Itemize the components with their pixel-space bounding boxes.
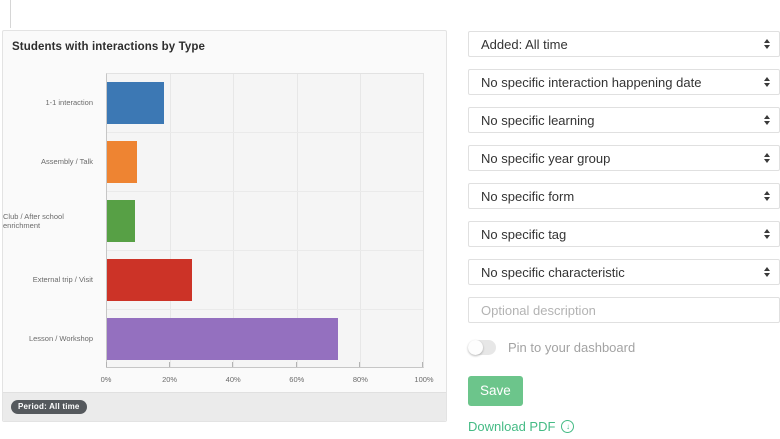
chart-x-axis-labels: 0% 20% 40% 60% 80% 100% xyxy=(101,375,434,387)
x-axis-label: 60% xyxy=(289,375,305,384)
x-axis-label: 80% xyxy=(352,375,368,384)
axis-tick xyxy=(169,362,171,367)
chart-bar-row xyxy=(107,192,423,251)
filter-select-value: No specific characteristic xyxy=(481,264,625,280)
x-axis-label: 20% xyxy=(162,375,178,384)
select-updown-icon xyxy=(764,39,770,49)
chart-bar xyxy=(107,82,164,124)
filter-select-value: No specific learning xyxy=(481,112,595,128)
gridline xyxy=(233,74,235,367)
chart-bar xyxy=(107,318,338,360)
description-input[interactable] xyxy=(468,297,780,323)
filter-select-value: No specific tag xyxy=(481,226,567,242)
select-updown-icon xyxy=(764,191,770,201)
chart-bar xyxy=(107,259,193,301)
filter-select-value: Added: All time xyxy=(481,36,568,52)
chart-title: Students with interactions by Type xyxy=(12,41,205,53)
y-axis-label: Club / After school enrichment xyxy=(3,211,64,230)
save-button[interactable]: Save xyxy=(468,376,523,406)
axis-tick xyxy=(232,362,234,367)
y-axis-label: Assembly / Talk xyxy=(41,157,93,166)
pin-toggle-knob xyxy=(468,339,483,355)
axis-tick xyxy=(295,362,297,367)
period-badge: Period: All time xyxy=(11,400,87,414)
chart-bar-row xyxy=(107,251,423,310)
axis-tick xyxy=(106,362,107,367)
filter-select-4[interactable]: No specific form xyxy=(468,183,780,209)
pin-toggle[interactable] xyxy=(468,339,496,355)
x-axis-label: 100% xyxy=(414,375,434,384)
axis-tick xyxy=(422,362,423,367)
chart-y-axis-labels: 1-1 interaction Assembly / Talk Club / Aft… xyxy=(3,73,100,368)
filter-select-value: No specific year group xyxy=(481,150,611,166)
select-updown-icon xyxy=(764,267,770,277)
filter-select-value: No specific interaction happening date xyxy=(481,74,702,90)
filter-select-3[interactable]: No specific year group xyxy=(468,145,780,171)
chart-bar-row xyxy=(107,74,423,133)
filter-select-1[interactable]: No specific interaction happening date xyxy=(468,69,780,95)
download-circle-icon: ↓ xyxy=(561,420,575,433)
chart-panel: Students with interactions by Type 1-1 i… xyxy=(2,30,447,422)
chart-bar-row xyxy=(107,133,423,192)
x-axis-label: 40% xyxy=(225,375,241,384)
download-pdf-label: Download PDF xyxy=(468,419,556,434)
filter-select-2[interactable]: No specific learning xyxy=(468,107,780,133)
filter-selects: Added: All time No specific interaction h… xyxy=(468,31,780,285)
filter-select-6[interactable]: No specific characteristic xyxy=(468,259,780,285)
chart-bar xyxy=(107,200,136,242)
y-axis-label: Lesson / Workshop xyxy=(28,334,93,343)
pin-toggle-row: Pin to your dashboard xyxy=(468,339,780,355)
gridline xyxy=(170,74,172,367)
filter-column: Added: All time No specific interaction h… xyxy=(468,31,780,434)
select-updown-icon xyxy=(764,77,770,87)
gridline xyxy=(296,74,298,367)
chart-bar xyxy=(107,141,138,183)
gridline xyxy=(359,74,361,367)
chart-footer: Period: All time xyxy=(3,392,446,421)
select-updown-icon xyxy=(764,115,770,125)
y-axis-label: 1-1 interaction xyxy=(45,98,93,107)
axis-tick xyxy=(358,362,360,367)
select-updown-icon xyxy=(764,153,770,163)
filter-select-0[interactable]: Added: All time xyxy=(468,31,780,57)
chart-rows xyxy=(107,74,423,369)
page-edge-divider xyxy=(10,0,11,28)
y-axis-label: External trip / Visit xyxy=(32,275,93,284)
filter-select-5[interactable]: No specific tag xyxy=(468,221,780,247)
x-axis-label: 0% xyxy=(100,375,112,384)
chart-plot-area xyxy=(106,73,424,368)
filter-select-value: No specific form xyxy=(481,188,575,204)
chart-bar-row xyxy=(107,310,423,369)
select-updown-icon xyxy=(764,229,770,239)
download-pdf-link[interactable]: Download PDF ↓ xyxy=(468,419,575,434)
pin-toggle-label: Pin to your dashboard xyxy=(508,339,636,355)
